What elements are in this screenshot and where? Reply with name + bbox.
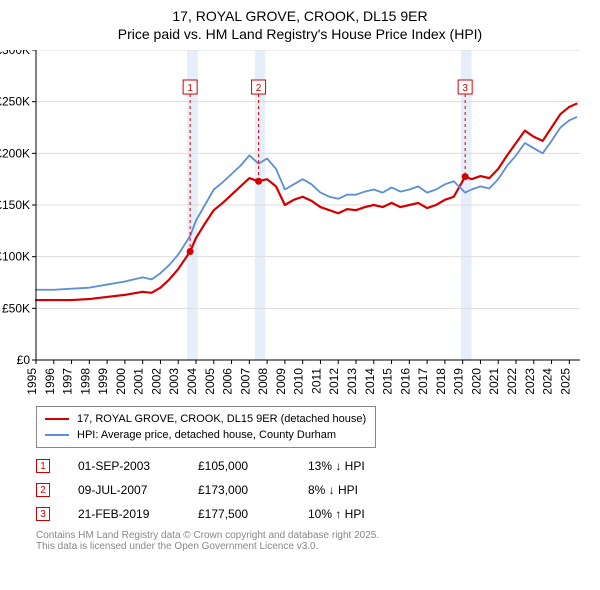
x-tick-label: 2024 bbox=[541, 368, 555, 395]
x-tick-label: 2003 bbox=[167, 368, 181, 395]
marker-pct: 10% ↑ HPI bbox=[308, 507, 418, 521]
chart-marker-3: 3 bbox=[458, 80, 472, 94]
x-tick-label: 2001 bbox=[132, 368, 146, 395]
title-line-2: Price paid vs. HM Land Registry's House … bbox=[0, 26, 600, 42]
marker-row: 2 09-JUL-2007£173,0008% ↓ HPI bbox=[36, 478, 590, 502]
title-block: 17, ROYAL GROVE, CROOK, DL15 9ER Price p… bbox=[0, 0, 600, 42]
legend-swatch bbox=[45, 434, 69, 436]
x-tick-label: 2017 bbox=[416, 368, 430, 395]
x-tick-label: 1996 bbox=[43, 368, 57, 395]
marker-row: 1 01-SEP-2003£105,00013% ↓ HPI bbox=[36, 454, 590, 478]
legend: 17, ROYAL GROVE, CROOK, DL15 9ER (detach… bbox=[36, 406, 376, 448]
x-tick-label: 2015 bbox=[381, 368, 395, 395]
legend-item: HPI: Average price, detached house, Coun… bbox=[45, 427, 367, 443]
chart-marker-1: 1 bbox=[183, 80, 197, 94]
y-tick-label: £250K bbox=[0, 95, 30, 109]
legend-label: HPI: Average price, detached house, Coun… bbox=[77, 429, 336, 441]
marker-pct: 8% ↓ HPI bbox=[308, 483, 418, 497]
marker-date: 01-SEP-2003 bbox=[78, 459, 198, 473]
x-tick-label: 2018 bbox=[434, 368, 448, 395]
x-tick-label: 2022 bbox=[505, 368, 519, 395]
marker-pct: 13% ↓ HPI bbox=[308, 459, 418, 473]
marker-price: £173,000 bbox=[198, 483, 308, 497]
y-tick-label: £300K bbox=[0, 50, 30, 57]
svg-text:2: 2 bbox=[256, 83, 262, 94]
svg-text:3: 3 bbox=[462, 83, 468, 94]
legend-label: 17, ROYAL GROVE, CROOK, DL15 9ER (detach… bbox=[77, 413, 366, 425]
x-tick-label: 2009 bbox=[274, 368, 288, 395]
x-tick-label: 1999 bbox=[96, 368, 110, 395]
page-root: 17, ROYAL GROVE, CROOK, DL15 9ER Price p… bbox=[0, 0, 600, 590]
x-tick-label: 2005 bbox=[203, 368, 217, 395]
x-tick-label: 2011 bbox=[309, 368, 323, 394]
marker-number: 1 bbox=[36, 459, 50, 473]
x-tick-label: 2025 bbox=[558, 368, 572, 395]
x-tick-label: 2023 bbox=[523, 368, 537, 395]
marker-date: 21-FEB-2019 bbox=[78, 507, 198, 521]
marker-price: £177,500 bbox=[198, 507, 308, 521]
x-tick-label: 2016 bbox=[398, 368, 412, 395]
x-tick-label: 2008 bbox=[256, 368, 270, 395]
x-tick-label: 2007 bbox=[238, 368, 252, 395]
marker-number: 3 bbox=[36, 507, 50, 521]
x-tick-label: 2000 bbox=[114, 368, 128, 395]
y-tick-label: £0 bbox=[17, 353, 31, 367]
x-tick-label: 2020 bbox=[469, 368, 483, 395]
x-tick-label: 1997 bbox=[61, 368, 75, 395]
marker-row: 3 21-FEB-2019£177,50010% ↑ HPI bbox=[36, 502, 590, 526]
marker-table: 1 01-SEP-2003£105,00013% ↓ HPI 2 09-JUL-200… bbox=[36, 454, 590, 526]
marker-price: £105,000 bbox=[198, 459, 308, 473]
x-tick-label: 2010 bbox=[292, 368, 306, 395]
y-tick-label: £100K bbox=[0, 250, 30, 264]
x-tick-label: 2006 bbox=[221, 368, 235, 395]
x-tick-label: 2021 bbox=[487, 368, 501, 395]
footer-line-2: This data is licensed under the Open Gov… bbox=[36, 541, 590, 552]
x-tick-label: 2004 bbox=[185, 368, 199, 395]
x-tick-label: 2013 bbox=[345, 368, 359, 395]
legend-swatch bbox=[45, 418, 69, 420]
chart-marker-2: 2 bbox=[252, 80, 266, 94]
title-line-1: 17, ROYAL GROVE, CROOK, DL15 9ER bbox=[0, 8, 600, 24]
footer: Contains HM Land Registry data © Crown c… bbox=[36, 530, 590, 552]
x-tick-label: 2019 bbox=[452, 368, 466, 395]
chart-area: £0 £50K £100K £150K £200K £250K £300K 1 2 3 1995 19… bbox=[0, 50, 600, 400]
y-tick-label: £200K bbox=[0, 146, 30, 160]
marker-number: 2 bbox=[36, 483, 50, 497]
svg-text:1: 1 bbox=[187, 83, 193, 94]
footer-line-1: Contains HM Land Registry data © Crown c… bbox=[36, 530, 590, 541]
x-tick-label: 1998 bbox=[78, 368, 92, 395]
x-tick-label: 2002 bbox=[149, 368, 163, 395]
x-tick-label: 2012 bbox=[327, 368, 341, 395]
x-tick-label: 1995 bbox=[25, 368, 39, 395]
x-tick-label: 2014 bbox=[363, 368, 377, 395]
y-tick-label: £150K bbox=[0, 198, 30, 212]
y-tick-label: £50K bbox=[2, 301, 30, 315]
price-chart: £0 £50K £100K £150K £200K £250K £300K 1 2 3 1995 19… bbox=[0, 50, 580, 400]
marker-date: 09-JUL-2007 bbox=[78, 483, 198, 497]
legend-item: 17, ROYAL GROVE, CROOK, DL15 9ER (detach… bbox=[45, 411, 367, 427]
